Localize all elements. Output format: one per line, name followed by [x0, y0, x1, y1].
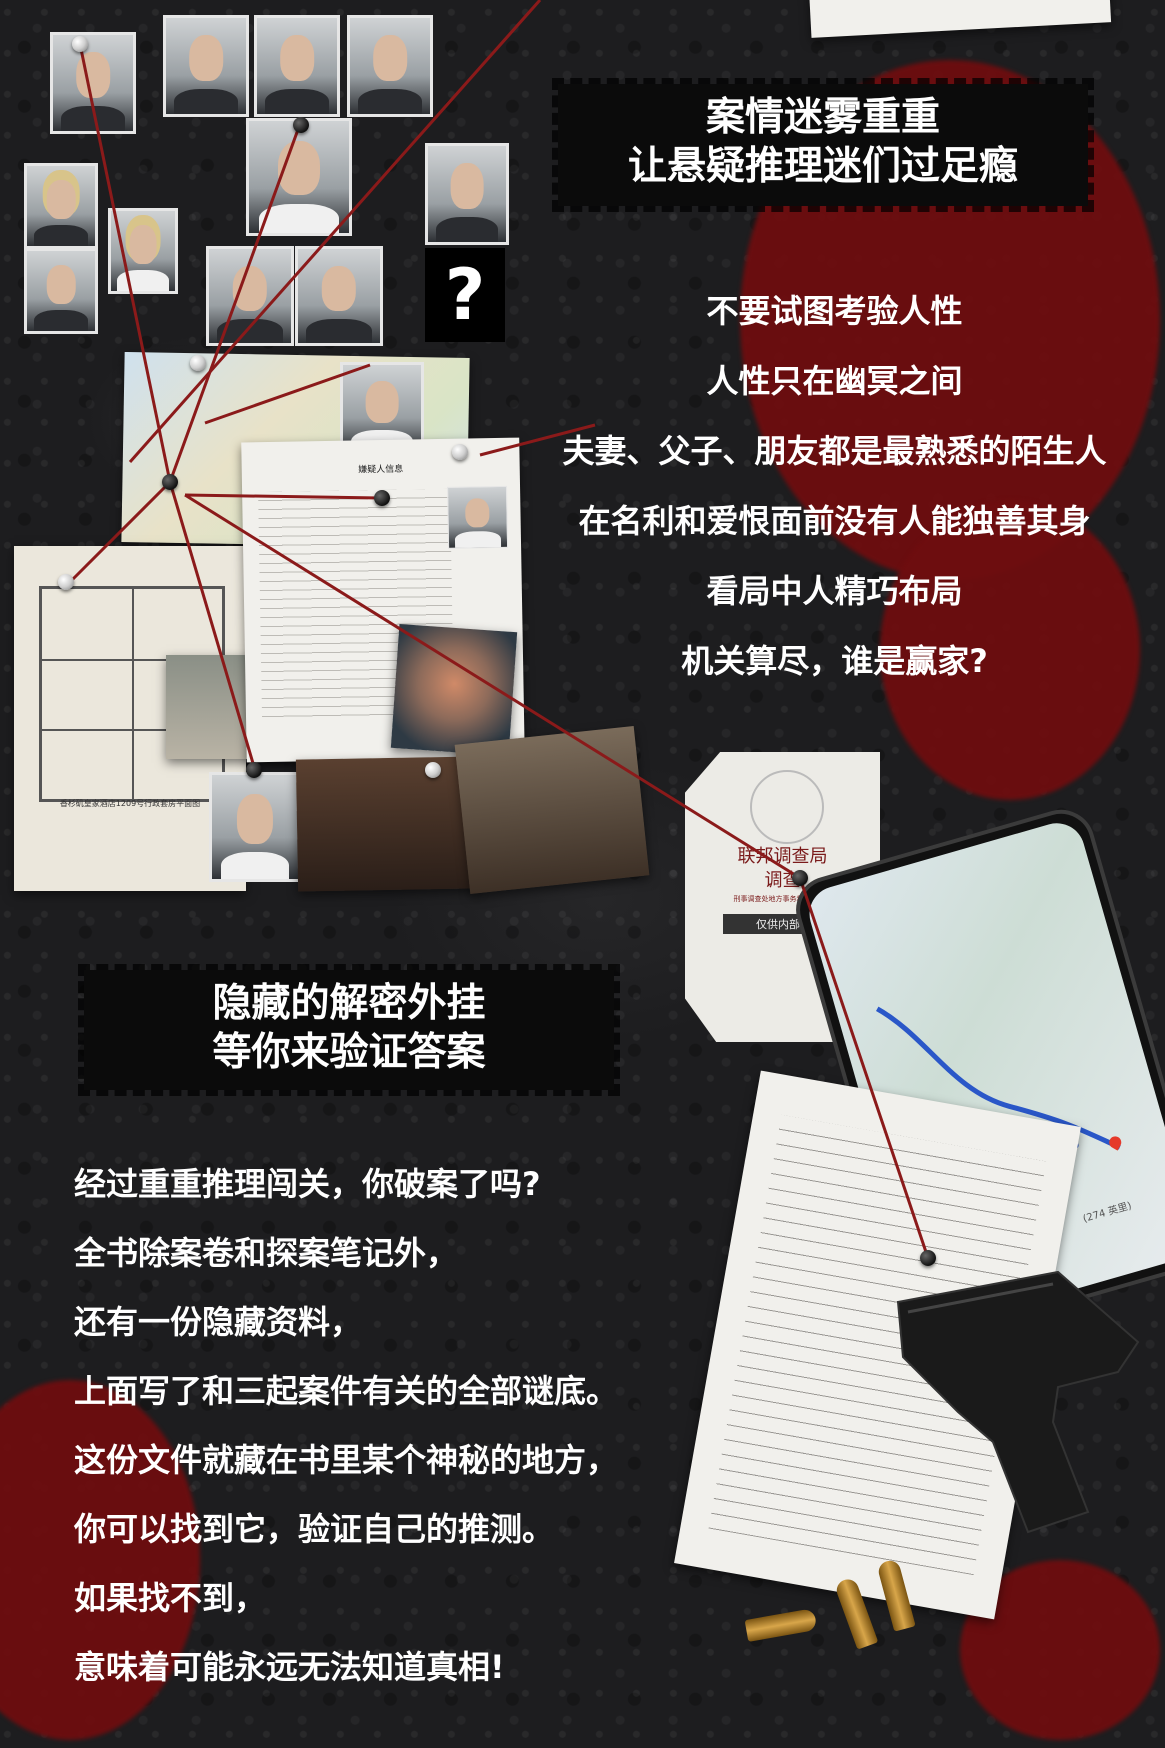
- suspect-photo-5: [24, 163, 98, 249]
- suspect-photo-11: [295, 246, 383, 346]
- body-line: 这份文件就藏在书里某个神秘的地方，: [74, 1441, 619, 1479]
- suspect-photo-3: [254, 15, 340, 117]
- blood-splatter-bottom-left: [0, 1380, 200, 1740]
- suspect-photo-9: [425, 143, 509, 245]
- fbi-seal-icon: [750, 770, 824, 844]
- intro-line: 不要试图考验人性: [706, 292, 963, 330]
- intro-line: 看局中人精巧布局: [706, 572, 963, 610]
- body-line: 如果找不到，: [74, 1579, 267, 1617]
- pin-top-photo: [72, 36, 88, 52]
- fbi-title: 联邦调查局: [737, 846, 828, 867]
- banner-top: 案情迷雾重重 让悬疑推理迷们过足瘾: [552, 78, 1094, 212]
- banner-mid: 隐藏的解密外挂 等你来验证答案: [78, 964, 620, 1096]
- pin-fbi: [792, 870, 808, 886]
- intro-line: 人性只在幽冥之间: [706, 362, 963, 400]
- suspect-photo-6: [24, 248, 98, 334]
- route-line: [876, 1006, 1121, 1150]
- body-line: 经过重重推理闯关，你破案了吗?: [74, 1165, 541, 1203]
- suspect-photo-1: [50, 32, 136, 134]
- intro-line: 夫妻、父子、朋友都是最熟悉的陌生人: [562, 432, 1107, 470]
- intro-line: 在名利和爱恨面前没有人能独善其身: [578, 502, 1091, 540]
- question-mark: ?: [444, 254, 486, 336]
- suspect-photo-10: [206, 246, 294, 346]
- pin-gun: [920, 1250, 936, 1266]
- suspect-photo-8: [246, 118, 352, 236]
- body-line: 全书除案卷和探案笔记外，: [74, 1234, 459, 1272]
- body-line: 还有一份隐藏资料，: [74, 1303, 363, 1341]
- intro-line: 机关算尽，谁是赢家?: [681, 642, 988, 680]
- pin-sheet: [374, 490, 390, 506]
- suspect-photo-4: [347, 15, 433, 117]
- fbi-dept-line: 刑事调查处地方事务和行政档案: [733, 895, 832, 903]
- fbi-subtitle: 调查: [764, 870, 801, 891]
- banner-mid-line2: 等你来验证答案: [212, 1029, 486, 1075]
- unknown-suspect-card: ?: [425, 248, 505, 342]
- phone-map: 4小时 21分钟 (274 英里): [788, 801, 1165, 1347]
- suspect-photo-2: [163, 15, 249, 117]
- pin-floorplan-portrait: [246, 762, 262, 778]
- pin-map-right: [452, 444, 468, 460]
- body-line: 意味着可能永远无法知道真相!: [74, 1648, 505, 1686]
- intro-text: 不要试图考验人性 人性只在幽冥之间 夫妻、父子、朋友都是最熟悉的陌生人 在名利和…: [512, 276, 1157, 696]
- floor-plan-caption: 香杉矶皇家酒店1209号行政套房平面图: [59, 799, 201, 808]
- banner-top-line2: 让悬疑推理迷们过足瘾: [627, 143, 1018, 189]
- phone-map-screen: 4小时 21分钟 (274 英里): [802, 816, 1165, 1332]
- pin-map-center: [162, 474, 178, 490]
- pistol: [896, 1270, 1140, 1534]
- banner-mid-line1: 隐藏的解密外挂: [212, 981, 486, 1026]
- blood-splatter-right-mid: [880, 500, 1140, 800]
- banner-top-line1: 案情迷雾重重: [705, 95, 940, 140]
- pin-restaurant: [425, 762, 441, 778]
- suspect-photo-floorplan: [209, 772, 301, 882]
- body-line: 上面写了和三起案件有关的全部谜底。: [74, 1372, 619, 1410]
- pin-map-left: [190, 355, 206, 371]
- body-text: 经过重重推理闯关，你破案了吗? 全书除案卷和探案笔记外， 还有一份隐藏资料， 上…: [74, 1150, 774, 1702]
- pin-floorplan: [58, 574, 74, 590]
- pin-suspect-8: [293, 117, 309, 133]
- body-line: 你可以找到它，验证自己的推测。: [74, 1510, 555, 1548]
